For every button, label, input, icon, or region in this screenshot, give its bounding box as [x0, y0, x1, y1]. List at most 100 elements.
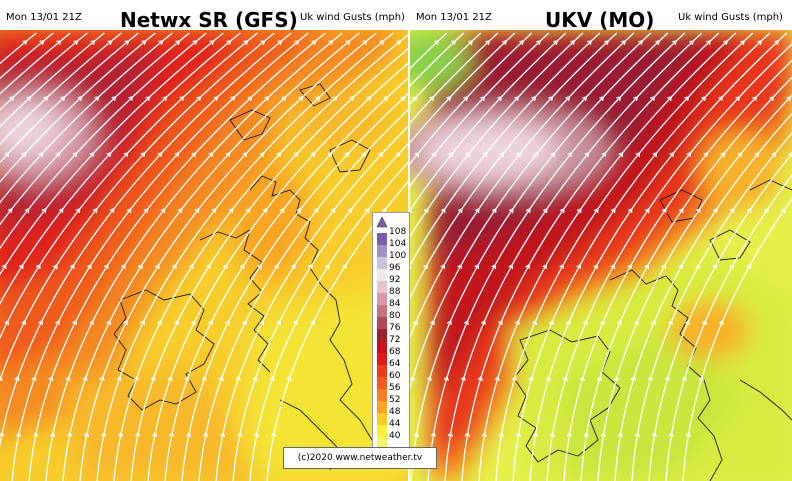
streamline-arrow — [525, 263, 531, 270]
streamline-arrow — [576, 207, 582, 214]
streamline-arrow — [515, 431, 521, 437]
streamline-arrow — [440, 263, 446, 270]
streamline-arrow — [259, 152, 265, 158]
streamline-arrow — [55, 319, 61, 326]
streamline-arrow — [0, 431, 5, 437]
streamline — [0, 32, 292, 448]
streamline-arrow — [58, 208, 64, 214]
model-title: UKV (MO) — [545, 8, 655, 32]
streamline-arrow — [668, 431, 674, 437]
streamline-arrow — [635, 152, 641, 158]
legend-top-arrow — [377, 216, 388, 228]
streamline — [0, 32, 241, 305]
streamline — [410, 32, 618, 300]
streamline-arrow — [185, 431, 192, 437]
streamline — [266, 180, 408, 481]
streamline-arrow — [324, 263, 330, 269]
streamline-arrow — [49, 431, 56, 437]
legend-swatch — [377, 293, 387, 305]
streamline-arrow — [219, 431, 226, 437]
streamline — [62, 32, 360, 481]
streamline-arrow — [617, 431, 623, 437]
streamline-arrow — [426, 375, 432, 381]
streamline-arrow — [718, 319, 724, 326]
streamline-arrow — [228, 208, 234, 214]
streamline-arrow — [32, 431, 39, 437]
streamline-arrow — [447, 431, 453, 437]
streamline-arrow — [396, 40, 402, 45]
streamline — [410, 32, 635, 339]
legend-level: 60 — [377, 371, 409, 389]
legend-value: 64 — [389, 359, 401, 369]
streamline-arrow — [582, 319, 588, 326]
streamline — [665, 174, 792, 481]
legend-value: 60 — [389, 371, 401, 381]
streamline-arrow — [474, 207, 480, 214]
legend-swatch — [377, 389, 387, 401]
streamline-arrow — [276, 319, 282, 326]
valid-time-label: Mon 13/01 21Z — [416, 12, 492, 23]
streamline-arrow — [508, 263, 514, 270]
streamline — [0, 32, 173, 204]
streamline-arrow — [177, 208, 183, 214]
streamline-arrow — [661, 207, 667, 214]
streamline-arrow — [650, 319, 656, 326]
streamline-arrow — [508, 207, 514, 214]
streamline — [249, 161, 408, 481]
legend-value: 56 — [389, 383, 401, 393]
legend-swatch — [377, 341, 387, 353]
streamline-arrow — [630, 375, 636, 381]
streamline-arrow — [703, 152, 709, 158]
streamline-arrow — [686, 152, 692, 158]
streamline-arrow — [330, 208, 336, 214]
legend-level: 88 — [377, 287, 409, 305]
legend-level: 76 — [377, 323, 409, 341]
streamline-arrow — [243, 40, 249, 45]
streamline-arrow — [678, 207, 684, 214]
streamline-arrow — [634, 431, 640, 437]
streamline-arrow — [633, 319, 639, 326]
streamline-arrow — [116, 375, 122, 382]
legend-value: 108 — [389, 227, 407, 237]
streamline-arrow — [276, 152, 282, 158]
streamline-arrow — [678, 263, 684, 270]
streamline-arrow — [480, 96, 486, 102]
streamline-arrow — [293, 319, 299, 326]
streamline-arrow — [582, 96, 588, 102]
streamline-arrow — [123, 152, 129, 158]
legend-level: 48 — [377, 407, 409, 425]
streamline-arrow — [627, 263, 633, 270]
streamline-arrow — [213, 96, 219, 102]
streamline-arrow — [448, 152, 454, 158]
streamline-arrow — [599, 96, 605, 102]
streamline-arrow — [684, 319, 690, 326]
streamline-arrow — [259, 319, 265, 326]
legend-swatch — [377, 257, 387, 269]
streamline-arrow — [652, 152, 658, 158]
streamline-arrow — [128, 96, 134, 102]
streamline — [215, 125, 408, 481]
streamline-arrow — [260, 40, 266, 45]
streamline-arrow — [754, 152, 760, 158]
streamline-arrow — [120, 263, 126, 269]
streamline-arrow — [65, 375, 71, 382]
streamline-arrow — [695, 207, 701, 214]
streamline-arrow — [685, 431, 691, 437]
streamline-arrow — [498, 431, 504, 437]
streamline — [563, 59, 792, 481]
streamline-arrow — [168, 431, 175, 437]
streamline-arrow — [613, 375, 619, 381]
streamline — [410, 32, 601, 267]
streamline-arrow — [616, 96, 622, 102]
streamline — [130, 48, 408, 481]
legend-swatch — [377, 437, 387, 449]
streamline-arrow — [327, 152, 333, 158]
streamline-arrow — [497, 319, 503, 326]
legend-level: 72 — [377, 335, 409, 353]
legend-swatch — [377, 269, 387, 281]
streamline-arrow — [550, 152, 556, 158]
streamline-arrow — [21, 152, 27, 158]
streamline-arrow — [279, 208, 285, 214]
streamline-arrow — [56, 40, 62, 45]
streamline-arrow — [208, 152, 214, 158]
